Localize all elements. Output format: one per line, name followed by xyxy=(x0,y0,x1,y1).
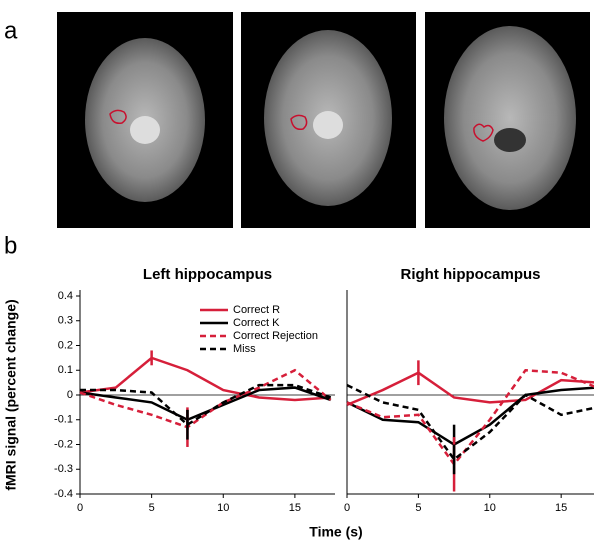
x-tick-label: 5 xyxy=(415,502,421,514)
brain-slice xyxy=(57,12,233,228)
y-tick-label: 0 xyxy=(67,389,73,401)
y-tick-label: 0.3 xyxy=(58,315,73,327)
y-tick-label: 0.4 xyxy=(58,290,73,302)
y-tick-label: -0.3 xyxy=(54,463,73,475)
x-tick-label: 5 xyxy=(149,502,155,514)
series-line xyxy=(346,368,594,467)
panel-label: b xyxy=(4,232,17,259)
x-tick-label: 15 xyxy=(289,502,301,514)
chart-title: Right hippocampus xyxy=(401,266,541,283)
x-tick-label: 0 xyxy=(77,502,83,514)
series-line xyxy=(80,383,332,427)
brain-slice xyxy=(241,12,416,228)
y-tick-label: -0.1 xyxy=(54,414,73,426)
legend-label: Correct K xyxy=(233,317,280,329)
legend-label: Miss xyxy=(233,343,256,355)
y-axis-label: fMRI signal (percent change) xyxy=(3,299,19,490)
y-tick-label: -0.2 xyxy=(54,438,73,450)
panel-label: a xyxy=(4,17,18,44)
brain-slice xyxy=(425,12,590,228)
x-axis-label: Time (s) xyxy=(309,524,362,540)
series-line xyxy=(346,386,594,446)
x-tick-label: 10 xyxy=(217,502,229,514)
series-line xyxy=(346,383,594,462)
legend-label: Correct Rejection xyxy=(233,330,318,342)
chart-title: Left hippocampus xyxy=(143,266,272,283)
legend-label: Correct R xyxy=(233,304,280,316)
y-tick-label: 0.2 xyxy=(58,339,73,351)
y-tick-label: -0.4 xyxy=(54,488,73,500)
x-tick-label: 15 xyxy=(555,502,567,514)
x-tick-label: 10 xyxy=(484,502,496,514)
x-tick-label: 0 xyxy=(344,502,350,514)
y-tick-label: 0.1 xyxy=(58,364,73,376)
series-line xyxy=(79,356,331,402)
series-line xyxy=(346,371,594,407)
